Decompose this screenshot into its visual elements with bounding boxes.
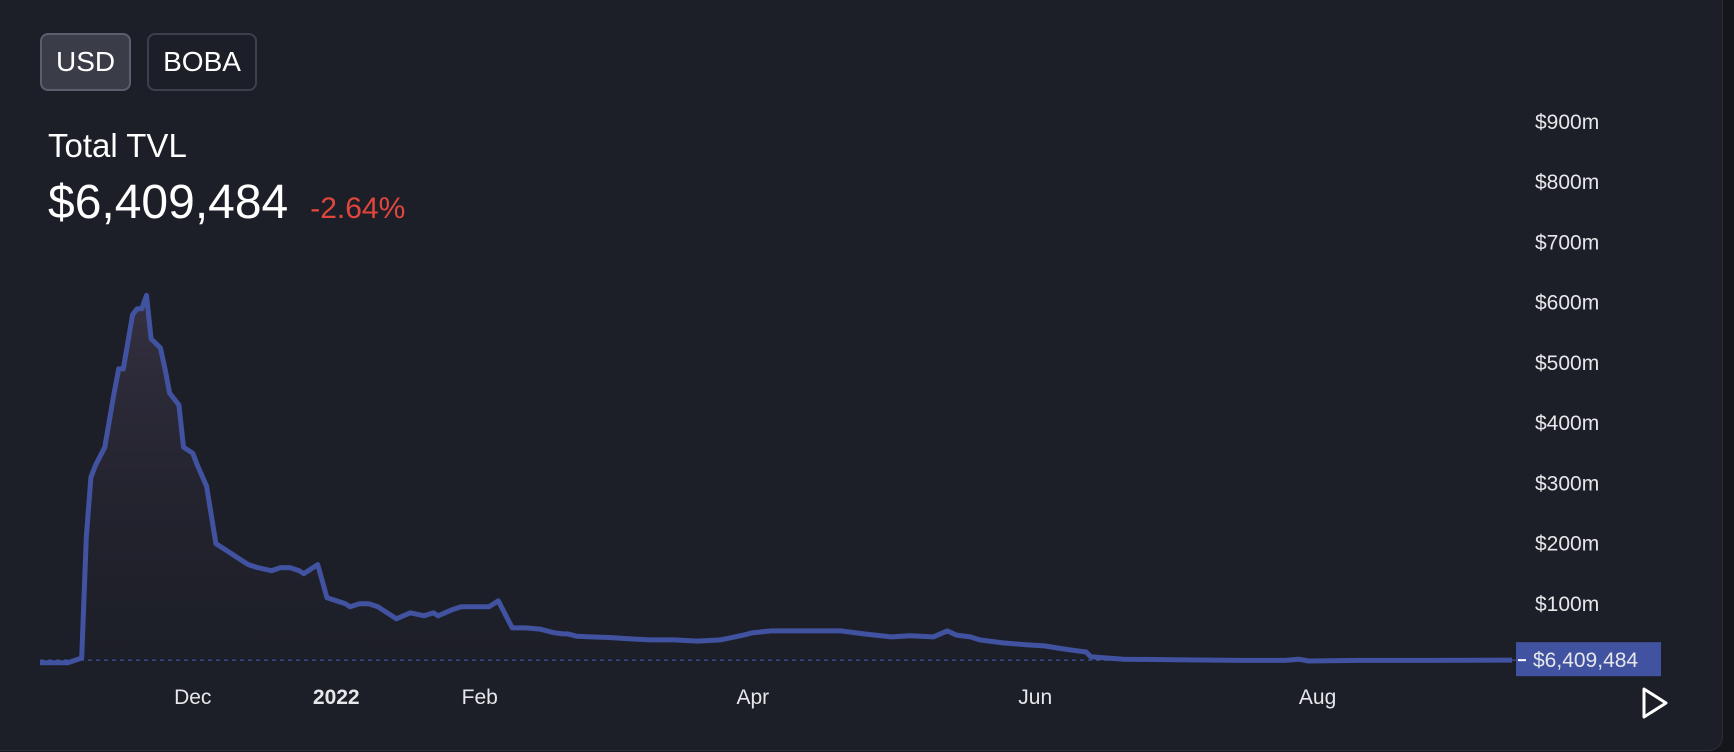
y-tick-label: $300m xyxy=(1535,472,1599,495)
play-icon[interactable] xyxy=(1640,686,1670,720)
tvl-area-chart[interactable]: $100m $200m $300m $400m $500m $600m $700m $800m… xyxy=(0,110,1722,730)
last-value-label: $6,409,484 xyxy=(1533,649,1638,672)
last-value-tag: $6,409,484 xyxy=(1516,642,1661,677)
y-tick-label: $800m xyxy=(1535,171,1599,194)
y-tick-label: $900m xyxy=(1535,111,1599,134)
usd-toggle-button[interactable]: USD xyxy=(40,33,132,91)
x-tick-label: Aug xyxy=(1299,686,1336,709)
y-tick-label: $600m xyxy=(1535,292,1599,315)
x-tick-label: Apr xyxy=(737,686,770,709)
x-tick-label: Jun xyxy=(1018,686,1052,709)
x-tick-label: 2022 xyxy=(313,686,360,709)
total-tvl-value: $6,409,484 xyxy=(48,176,289,229)
tvl-summary: $6,409,484 -2.64% xyxy=(48,175,405,230)
y-tick-label: $100m xyxy=(1535,593,1599,616)
y-tick-label: $700m xyxy=(1535,231,1599,254)
x-tick-label: Dec xyxy=(174,686,211,709)
y-tick-label: $200m xyxy=(1535,533,1599,556)
tvl-change-percent: -2.64% xyxy=(310,192,406,225)
denomination-toggle: USD BOBA xyxy=(40,33,257,91)
last-value-tag-bg xyxy=(1516,642,1661,677)
total-tvl-label: Total TVL xyxy=(48,127,187,164)
x-tick-label: Feb xyxy=(462,686,498,709)
tvl-area-fill xyxy=(40,295,1512,664)
boba-toggle-button[interactable]: BOBA xyxy=(147,33,257,91)
tvl-series-line xyxy=(40,292,1513,666)
y-tick-label: $500m xyxy=(1535,352,1599,375)
y-tick-label: $400m xyxy=(1535,412,1599,435)
